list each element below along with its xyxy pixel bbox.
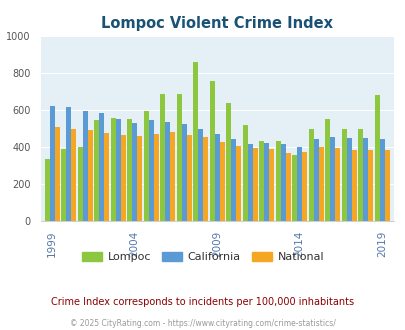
Bar bbox=[231, 139, 236, 221]
Bar bbox=[137, 136, 142, 221]
Bar bbox=[236, 146, 241, 221]
Bar bbox=[209, 81, 214, 221]
Bar bbox=[71, 129, 76, 221]
Bar bbox=[269, 149, 273, 221]
Bar bbox=[132, 123, 137, 221]
Bar bbox=[264, 144, 269, 221]
Bar bbox=[296, 147, 301, 221]
Bar bbox=[83, 111, 87, 221]
Text: © 2025 CityRating.com - https://www.cityrating.com/crime-statistics/: © 2025 CityRating.com - https://www.city… bbox=[70, 319, 335, 328]
Bar bbox=[351, 150, 356, 221]
Bar bbox=[104, 133, 109, 221]
Bar bbox=[127, 119, 132, 221]
Bar bbox=[176, 94, 181, 221]
Bar bbox=[252, 148, 257, 221]
Bar bbox=[275, 141, 280, 221]
Bar bbox=[55, 127, 60, 221]
Bar bbox=[148, 120, 153, 221]
Bar bbox=[384, 150, 389, 221]
Bar bbox=[313, 139, 318, 221]
Bar bbox=[193, 62, 198, 221]
Bar bbox=[247, 145, 252, 221]
Bar bbox=[214, 134, 219, 221]
Bar bbox=[99, 113, 104, 221]
Bar bbox=[115, 118, 120, 221]
Bar bbox=[242, 125, 247, 221]
Bar bbox=[165, 122, 170, 221]
Bar bbox=[379, 139, 384, 221]
Bar bbox=[292, 154, 296, 221]
Bar bbox=[77, 147, 83, 221]
Bar bbox=[324, 118, 329, 221]
Bar bbox=[160, 94, 165, 221]
Bar bbox=[374, 95, 379, 221]
Bar bbox=[358, 129, 362, 221]
Legend: Lompoc, California, National: Lompoc, California, National bbox=[77, 248, 328, 267]
Bar bbox=[335, 148, 339, 221]
Bar bbox=[181, 124, 186, 221]
Bar bbox=[153, 134, 158, 221]
Bar bbox=[259, 141, 264, 221]
Bar bbox=[45, 159, 49, 221]
Bar bbox=[198, 129, 202, 221]
Bar bbox=[341, 129, 346, 221]
Bar bbox=[346, 138, 351, 221]
Bar bbox=[120, 135, 125, 221]
Bar bbox=[367, 150, 372, 221]
Bar bbox=[301, 152, 307, 221]
Bar bbox=[219, 142, 224, 221]
Bar bbox=[111, 117, 115, 221]
Bar bbox=[226, 103, 231, 221]
Bar bbox=[87, 130, 92, 221]
Bar bbox=[49, 106, 55, 221]
Bar bbox=[66, 108, 71, 221]
Bar bbox=[318, 147, 323, 221]
Bar bbox=[94, 120, 99, 221]
Bar bbox=[61, 149, 66, 221]
Text: Crime Index corresponds to incidents per 100,000 inhabitants: Crime Index corresponds to incidents per… bbox=[51, 297, 354, 307]
Bar bbox=[280, 145, 285, 221]
Bar bbox=[143, 111, 148, 221]
Bar bbox=[170, 132, 175, 221]
Bar bbox=[285, 153, 290, 221]
Bar bbox=[186, 135, 191, 221]
Bar bbox=[329, 137, 335, 221]
Bar bbox=[362, 138, 367, 221]
Bar bbox=[202, 137, 208, 221]
Bar bbox=[308, 129, 313, 221]
Title: Lompoc Violent Crime Index: Lompoc Violent Crime Index bbox=[101, 16, 333, 31]
